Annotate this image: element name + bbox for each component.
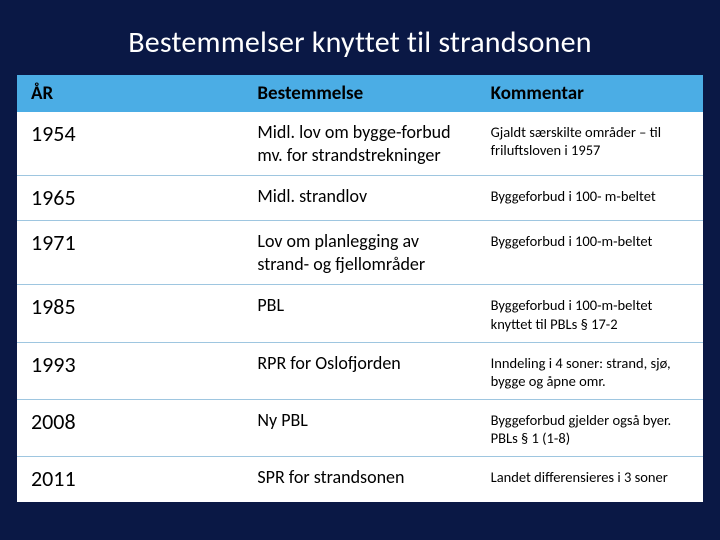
- table-row: 1971 Lov om planlegging av strand- og fj…: [17, 221, 703, 285]
- cell-year: 1954: [17, 112, 243, 176]
- cell-year: 1965: [17, 176, 243, 221]
- cell-kommentar: Landet differensieres i 3 soner: [477, 457, 703, 502]
- cell-year: 1985: [17, 285, 243, 342]
- cell-kommentar: Gjaldt særskilte områder – til friluftsl…: [477, 112, 703, 176]
- cell-kommentar: Inndeling i 4 soner: strand, sjø, bygge …: [477, 342, 703, 399]
- table-row: 1965 Midl. strandlov Byggeforbud i 100- …: [17, 176, 703, 221]
- cell-year: 2008: [17, 399, 243, 456]
- cell-kommentar: Byggeforbud i 100- m-beltet: [477, 176, 703, 221]
- table-row: 1993 RPR for Oslofjorden Inndeling i 4 s…: [17, 342, 703, 399]
- slide: Bestemmelser knyttet til strandsonen ÅR …: [0, 0, 720, 540]
- cell-bestemmelse: Lov om planlegging av strand- og fjellom…: [243, 221, 476, 285]
- table-header-row: ÅR Bestemmelse Kommentar: [17, 75, 703, 112]
- page-title: Bestemmelser knyttet til strandsonen: [0, 0, 720, 75]
- regulations-table: ÅR Bestemmelse Kommentar 1954 Midl. lov …: [17, 75, 703, 502]
- table-row: 2011 SPR for strandsonen Landet differen…: [17, 457, 703, 502]
- col-header-bestemmelse: Bestemmelse: [243, 75, 476, 112]
- col-header-year: ÅR: [17, 75, 243, 112]
- cell-kommentar: Byggeforbud gjelder også byer. PBLs § 1 …: [477, 399, 703, 456]
- cell-kommentar: Byggeforbud i 100-m-beltet: [477, 221, 703, 285]
- cell-bestemmelse: SPR for strandsonen: [243, 457, 476, 502]
- cell-year: 2011: [17, 457, 243, 502]
- table-row: 1954 Midl. lov om bygge-forbud mv. for s…: [17, 112, 703, 176]
- table-row: 2008 Ny PBL Byggeforbud gjelder også bye…: [17, 399, 703, 456]
- regulations-table-wrap: ÅR Bestemmelse Kommentar 1954 Midl. lov …: [17, 75, 703, 502]
- cell-kommentar: Byggeforbud i 100-m-beltet knyttet til P…: [477, 285, 703, 342]
- cell-year: 1971: [17, 221, 243, 285]
- cell-year: 1993: [17, 342, 243, 399]
- table-row: 1985 PBL Byggeforbud i 100-m-beltet knyt…: [17, 285, 703, 342]
- cell-bestemmelse: PBL: [243, 285, 476, 342]
- cell-bestemmelse: Midl. lov om bygge-forbud mv. for strand…: [243, 112, 476, 176]
- col-header-kommentar: Kommentar: [477, 75, 703, 112]
- cell-bestemmelse: Ny PBL: [243, 399, 476, 456]
- cell-bestemmelse: Midl. strandlov: [243, 176, 476, 221]
- cell-bestemmelse: RPR for Oslofjorden: [243, 342, 476, 399]
